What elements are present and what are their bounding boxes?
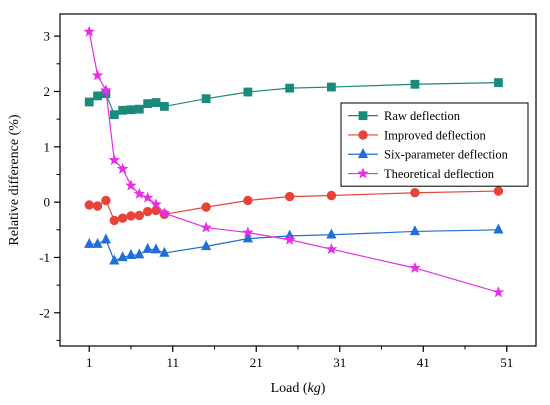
legend-marker bbox=[358, 111, 368, 121]
data-point bbox=[117, 213, 128, 223]
data-point bbox=[84, 200, 94, 210]
legend-item: Six-parameter deflection bbox=[348, 148, 509, 162]
data-point bbox=[492, 286, 505, 298]
data-point bbox=[109, 215, 119, 226]
data-point bbox=[109, 254, 120, 265]
plot-series-group bbox=[83, 25, 505, 298]
data-point bbox=[125, 248, 137, 259]
legend-item: Improved deflection bbox=[348, 128, 486, 142]
data-point bbox=[284, 191, 295, 202]
data-point bbox=[117, 251, 128, 262]
data-point bbox=[142, 206, 153, 217]
data-point bbox=[141, 191, 154, 203]
data-point bbox=[410, 79, 420, 89]
data-point bbox=[242, 232, 253, 243]
y-tick-label: 1 bbox=[44, 139, 51, 154]
data-point bbox=[108, 153, 121, 166]
data-point bbox=[493, 223, 504, 234]
data-point bbox=[326, 190, 337, 201]
data-point bbox=[118, 105, 128, 115]
data-point bbox=[283, 233, 296, 245]
legend: Raw deflection Improved deflection Six-par… bbox=[340, 102, 529, 187]
data-point bbox=[101, 195, 111, 206]
data-point bbox=[410, 188, 420, 198]
data-point bbox=[409, 261, 421, 273]
series-theoretical-deflection bbox=[83, 25, 505, 298]
legend-label: Raw deflection bbox=[384, 109, 461, 123]
data-point bbox=[201, 94, 211, 104]
data-point bbox=[243, 195, 253, 206]
data-point bbox=[326, 228, 337, 239]
data-point bbox=[325, 243, 338, 255]
data-point bbox=[134, 104, 144, 114]
x-tick-label: 11 bbox=[166, 355, 179, 370]
data-point bbox=[159, 246, 170, 257]
data-point bbox=[134, 210, 145, 221]
data-point bbox=[327, 82, 336, 92]
data-point bbox=[494, 78, 503, 88]
x-tick-label: 31 bbox=[333, 355, 346, 370]
legend-label: Improved deflection bbox=[384, 128, 486, 142]
y-axis-title: Relative difference (%) bbox=[7, 114, 22, 245]
data-point bbox=[116, 162, 129, 174]
data-point bbox=[493, 186, 504, 196]
data-point bbox=[201, 202, 211, 212]
data-point bbox=[92, 201, 103, 211]
x-tick-label: 51 bbox=[500, 355, 513, 370]
legend-box bbox=[340, 102, 529, 187]
legend-item: Raw deflection bbox=[348, 109, 461, 123]
y-tick-label: 3 bbox=[44, 29, 51, 44]
x-axis-title-close: ) bbox=[321, 381, 326, 396]
series-line bbox=[88, 31, 499, 293]
data-point bbox=[243, 87, 253, 97]
series-six-parameter-deflection bbox=[84, 223, 504, 265]
data-point bbox=[150, 198, 162, 210]
legend-marker bbox=[357, 167, 369, 179]
legend-item: Theoretical deflection bbox=[348, 167, 495, 181]
data-point bbox=[142, 242, 153, 253]
x-axis-title-unit: kg bbox=[308, 381, 321, 396]
data-point bbox=[84, 237, 95, 248]
series-improved-deflection bbox=[84, 186, 504, 226]
data-point bbox=[200, 221, 212, 233]
data-point bbox=[92, 237, 103, 248]
data-point bbox=[126, 105, 136, 115]
data-point bbox=[133, 187, 146, 199]
data-point bbox=[109, 110, 119, 120]
data-point bbox=[83, 25, 96, 37]
legend-label: Theoretical deflection bbox=[384, 167, 495, 181]
data-point bbox=[125, 179, 137, 191]
x-axis-title: Load (kg) bbox=[271, 381, 326, 396]
data-point bbox=[100, 233, 111, 244]
data-point bbox=[409, 225, 420, 236]
y-tick-label: 2 bbox=[44, 84, 51, 99]
data-point bbox=[285, 83, 295, 93]
data-point bbox=[91, 69, 104, 81]
data-point bbox=[242, 226, 254, 238]
data-point bbox=[201, 240, 212, 251]
legend-label: Six-parameter deflection bbox=[384, 148, 509, 162]
data-point bbox=[84, 97, 94, 107]
y-tick-label: -1 bbox=[39, 250, 50, 265]
x-tick-label: 21 bbox=[250, 355, 263, 370]
legend-marker bbox=[358, 130, 368, 140]
x-tick-label: 1 bbox=[86, 355, 93, 370]
legend-marker bbox=[357, 147, 369, 158]
series-line bbox=[89, 229, 499, 262]
data-point bbox=[143, 99, 153, 109]
x-axis-title-text: Load ( bbox=[271, 381, 308, 396]
data-point bbox=[134, 248, 145, 259]
x-tick-label: 41 bbox=[417, 355, 430, 370]
data-point bbox=[150, 243, 162, 254]
data-point bbox=[126, 211, 136, 221]
data-point bbox=[159, 102, 169, 111]
data-point bbox=[93, 91, 102, 101]
y-tick-label: -2 bbox=[39, 305, 50, 320]
data-point bbox=[158, 207, 171, 219]
data-point bbox=[151, 98, 161, 107]
data-point bbox=[100, 84, 112, 96]
y-tick-label: 0 bbox=[44, 195, 51, 210]
